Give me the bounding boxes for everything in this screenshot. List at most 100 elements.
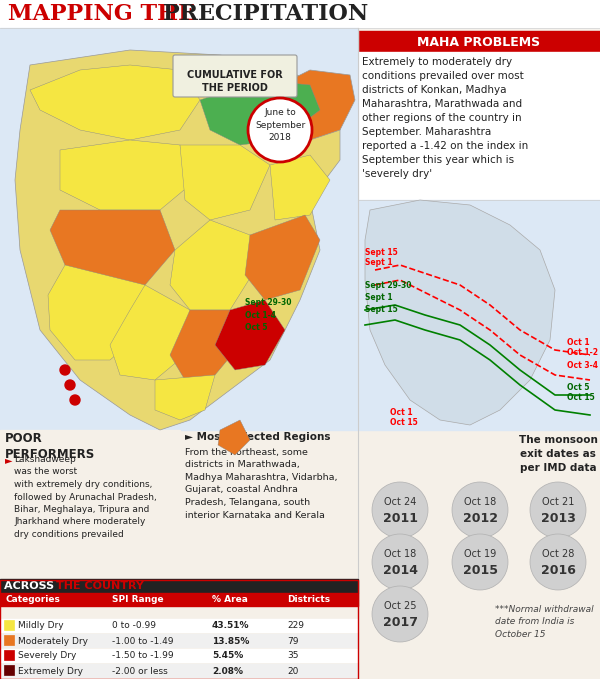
Text: The monsoon
exit dates as
per IMD data: The monsoon exit dates as per IMD data [518, 435, 598, 473]
Bar [0, 649, 358, 662]
Text: MAHA PROBLEMS: MAHA PROBLEMS [418, 37, 541, 50]
Polygon shape [200, 80, 320, 145]
Text: ***Normal withdrawal
date from India is
October 15: ***Normal withdrawal date from India is … [495, 605, 593, 639]
Text: -1.00 to -1.49: -1.00 to -1.49 [112, 636, 173, 646]
Circle shape [65, 380, 75, 390]
Text: 43.51%: 43.51% [212, 621, 250, 631]
Text: Oct 21: Oct 21 [542, 497, 574, 507]
Circle shape [70, 395, 80, 405]
Bar [358, 31, 600, 55]
Text: Categories: Categories [6, 595, 61, 604]
Polygon shape [180, 145, 270, 220]
Circle shape [452, 482, 508, 538]
Text: Moderately Dry: Moderately Dry [18, 636, 88, 646]
Bar [0, 619, 358, 632]
Circle shape [530, 482, 586, 538]
Text: 2013: 2013 [541, 511, 575, 524]
Text: 2017: 2017 [383, 615, 418, 629]
Text: Oct 5: Oct 5 [567, 383, 589, 392]
Text: 2011: 2011 [383, 511, 418, 524]
Text: Oct 3-4: Oct 3-4 [567, 361, 598, 370]
Text: Sept 1: Sept 1 [365, 293, 392, 302]
Text: CUMULATIVE FOR
THE PERIOD: CUMULATIVE FOR THE PERIOD [187, 70, 283, 93]
Text: Oct 15: Oct 15 [567, 393, 595, 402]
Bar [0, 579, 358, 593]
Polygon shape [215, 300, 285, 370]
Text: Oct 24: Oct 24 [384, 497, 416, 507]
Text: Extremely Dry: Extremely Dry [18, 667, 83, 676]
Polygon shape [30, 65, 200, 140]
Polygon shape [15, 50, 340, 430]
Bar [0, 580, 358, 679]
Circle shape [372, 482, 428, 538]
Text: MAPPING THE: MAPPING THE [8, 3, 203, 25]
Text: -1.50 to -1.99: -1.50 to -1.99 [112, 651, 173, 661]
Text: Sept 29-30: Sept 29-30 [365, 281, 412, 290]
Text: Oct 19: Oct 19 [464, 549, 496, 559]
Text: Oct 1: Oct 1 [567, 338, 590, 347]
Text: Oct 25: Oct 25 [384, 601, 416, 611]
Text: 2015: 2015 [463, 564, 497, 576]
Text: ACROSS: ACROSS [4, 581, 58, 591]
Circle shape [248, 98, 312, 162]
Circle shape [372, 586, 428, 642]
Polygon shape [48, 265, 145, 360]
Bar [0, 664, 358, 677]
Circle shape [530, 534, 586, 590]
Polygon shape [365, 200, 555, 425]
Text: 2014: 2014 [383, 564, 418, 576]
Bar [0, 593, 358, 606]
Text: Oct 18: Oct 18 [464, 497, 496, 507]
Text: Severely Dry: Severely Dry [18, 651, 76, 661]
Bar [0, 28, 358, 430]
Bar [358, 52, 600, 200]
Polygon shape [270, 70, 355, 140]
Text: Oct 5: Oct 5 [245, 323, 268, 332]
Polygon shape [270, 155, 330, 220]
Text: Mildly Dry: Mildly Dry [18, 621, 64, 631]
Text: Oct 1-4: Oct 1-4 [245, 311, 276, 320]
Text: SPI Range: SPI Range [112, 595, 164, 604]
Text: 79: 79 [287, 636, 299, 646]
Text: Sept 15: Sept 15 [365, 248, 398, 257]
FancyBboxPatch shape [173, 55, 297, 97]
Circle shape [372, 534, 428, 590]
Text: 229: 229 [287, 621, 304, 631]
Text: Sept 15: Sept 15 [365, 305, 398, 314]
Polygon shape [110, 285, 190, 380]
Polygon shape [170, 220, 255, 310]
Polygon shape [50, 210, 175, 290]
Text: 5.45%: 5.45% [212, 651, 243, 661]
Text: % Area: % Area [212, 595, 248, 604]
Text: ►: ► [5, 455, 13, 465]
Text: Oct 1: Oct 1 [390, 408, 413, 417]
Text: POOR
PERFORMERS: POOR PERFORMERS [5, 432, 95, 461]
Polygon shape [245, 215, 320, 300]
Text: Sept 29-30: Sept 29-30 [245, 298, 292, 307]
Text: Oct 1-2: Oct 1-2 [567, 348, 598, 357]
Polygon shape [60, 140, 190, 210]
Text: Oct 15: Oct 15 [390, 418, 418, 427]
Text: 2016: 2016 [541, 564, 575, 576]
Text: THE COUNTRY: THE COUNTRY [56, 581, 144, 591]
Text: June to
September
2018: June to September 2018 [255, 108, 305, 142]
Text: Districts: Districts [287, 595, 330, 604]
Text: Lakshadweep
was the worst
with extremely dry conditions,
followed by Arunachal P: Lakshadweep was the worst with extremely… [14, 455, 157, 539]
Circle shape [60, 365, 70, 375]
Text: 0 to -0.99: 0 to -0.99 [112, 621, 156, 631]
Bar [4, 665, 14, 675]
Text: 2.08%: 2.08% [212, 667, 243, 676]
Text: PRECIPITATION: PRECIPITATION [163, 3, 368, 25]
Circle shape [452, 534, 508, 590]
Text: 2012: 2012 [463, 511, 497, 524]
Bar [4, 650, 14, 660]
Text: Oct 28: Oct 28 [542, 549, 574, 559]
Bar [358, 200, 600, 430]
Polygon shape [155, 375, 215, 420]
Text: Oct 18: Oct 18 [384, 549, 416, 559]
Text: -2.00 or less: -2.00 or less [112, 667, 168, 676]
Text: 20: 20 [287, 667, 298, 676]
Text: 13.85%: 13.85% [212, 636, 250, 646]
Polygon shape [170, 310, 240, 380]
Text: ► Most-Affected Regions: ► Most-Affected Regions [185, 432, 331, 442]
